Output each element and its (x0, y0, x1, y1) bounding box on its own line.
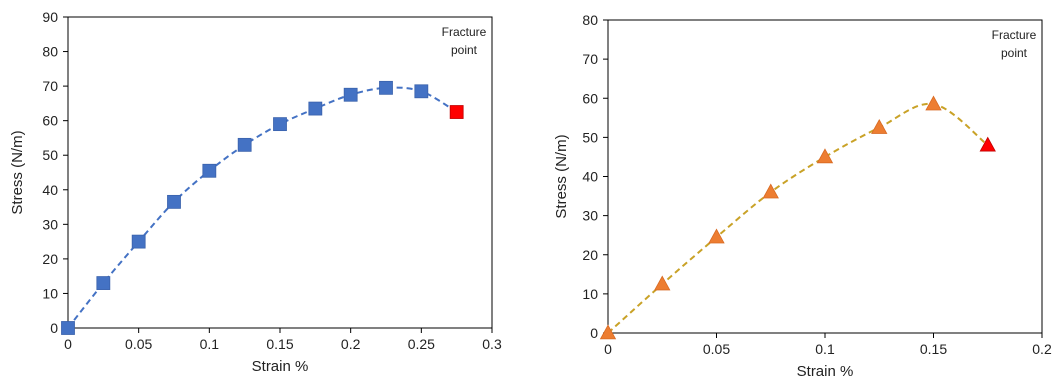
series-line (607, 102, 989, 334)
y-tick-label: 60 (42, 113, 58, 129)
y-tick-label: 80 (582, 12, 598, 28)
y-axis-title: Stress (N/m) (553, 134, 570, 218)
x-tick-label: 0.2 (1032, 341, 1052, 357)
data-point (762, 183, 779, 199)
data-point (925, 95, 942, 111)
x-tick-label: 0.05 (125, 336, 152, 352)
x-tick-label: 0 (64, 336, 72, 352)
x-tick-label: 0.2 (341, 336, 361, 352)
y-tick-label: 10 (582, 286, 598, 302)
data-point (131, 234, 146, 249)
x-tick-label: 0.25 (408, 336, 435, 352)
fracture-point-marker (449, 105, 464, 119)
x-tick-label: 0.05 (703, 341, 730, 357)
data-point (414, 84, 429, 99)
fracture-point-annotation: Fracture (992, 28, 1037, 42)
y-tick-label: 40 (42, 182, 58, 198)
data-point (816, 148, 834, 164)
data-point (708, 228, 725, 244)
data-point (343, 87, 358, 102)
data-point (61, 321, 75, 335)
chart-left-svg: 0 0.05 0.1 0.15 0.2 0.25 0.3 0 10 20 30 40 50 60 70 80 9… (9, 9, 502, 375)
data-point (308, 101, 323, 116)
fracture-point-annotation: point (451, 43, 478, 57)
y-tick-label: 60 (582, 90, 598, 106)
y-tick-label: 90 (42, 9, 58, 25)
x-tick-label: 0.1 (815, 341, 835, 357)
series-line (67, 86, 458, 329)
y-tick-label: 20 (582, 247, 598, 263)
y-tick-label: 50 (42, 147, 58, 163)
stress-strain-chart-right: 0 0.05 0.1 0.15 0.2 0 10 20 30 40 50 60 70 80 Strain %… (528, 0, 1056, 385)
data-point (273, 117, 287, 132)
x-tick-label: 0 (604, 341, 612, 357)
y-tick-label: 70 (42, 78, 58, 94)
y-tick-label: 0 (590, 325, 598, 341)
data-point (654, 275, 671, 291)
y-tick-label: 30 (42, 216, 58, 232)
x-tick-label: 0.1 (200, 336, 220, 352)
fracture-point-annotation: Fracture (442, 25, 487, 39)
chart-right-svg: 0 0.05 0.1 0.15 0.2 0 10 20 30 40 50 60 70 80 Strain %… (553, 12, 1052, 380)
data-point (599, 324, 617, 340)
x-tick-label: 0.15 (266, 336, 293, 352)
data-point (237, 137, 252, 152)
stress-strain-chart-left: 0 0.05 0.1 0.15 0.2 0.25 0.3 0 10 20 30 40 50 60 70 80 9… (0, 0, 528, 385)
data-point (202, 163, 217, 178)
data-point (167, 194, 181, 209)
plot-frame (607, 19, 1043, 334)
y-tick-label: 40 (582, 169, 598, 185)
x-tick-label: 0.3 (482, 336, 502, 352)
y-tick-label: 80 (42, 44, 58, 60)
fracture-point-annotation: point (1001, 46, 1028, 60)
y-axis-title: Stress (N/m) (9, 130, 26, 214)
x-axis-title: Strain % (252, 358, 309, 375)
y-tick-label: 30 (582, 208, 598, 224)
data-point (871, 118, 888, 134)
x-tick-label: 0.15 (920, 341, 947, 357)
y-tick-label: 0 (50, 320, 58, 336)
data-point (379, 80, 393, 95)
y-tick-label: 50 (582, 129, 598, 145)
plot-frame (67, 16, 493, 329)
x-axis-title: Strain % (797, 363, 854, 380)
y-tick-label: 70 (582, 51, 598, 67)
y-tick-label: 20 (42, 251, 58, 267)
data-point (96, 276, 111, 290)
y-tick-label: 10 (42, 285, 58, 301)
fracture-point-marker (979, 136, 996, 152)
